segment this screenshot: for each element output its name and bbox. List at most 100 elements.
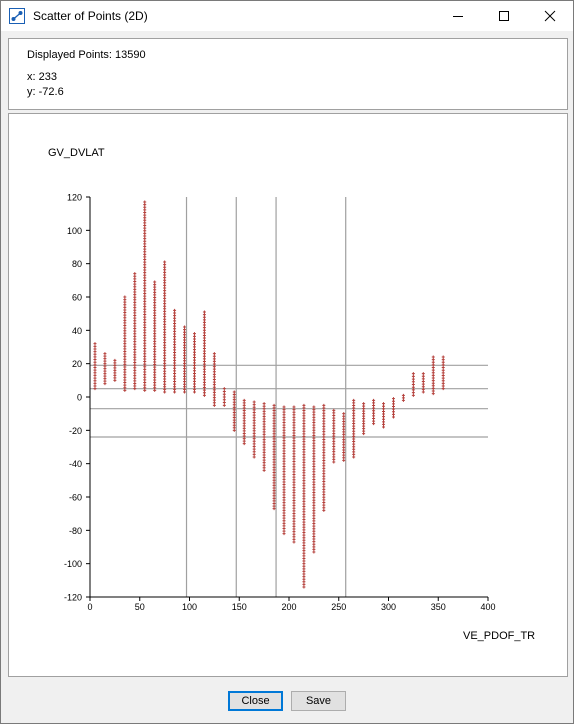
maximize-button[interactable] — [481, 1, 527, 31]
data-point — [192, 332, 196, 336]
data-point — [322, 409, 326, 413]
data-point — [252, 405, 256, 409]
data-point — [272, 409, 276, 412]
x-readout: x: 233 — [27, 71, 57, 83]
data-point — [222, 395, 226, 399]
data-point — [143, 341, 147, 345]
data-point — [382, 422, 386, 426]
data-point — [173, 350, 177, 354]
data-point — [232, 403, 236, 407]
data-point — [302, 559, 306, 563]
x-tick-label: 150 — [232, 602, 247, 612]
data-point — [153, 298, 157, 302]
data-point — [332, 439, 336, 443]
data-point — [272, 473, 276, 477]
data-point — [352, 416, 356, 420]
data-point — [302, 403, 306, 407]
data-point — [262, 425, 266, 429]
close-window-button[interactable] — [527, 1, 573, 31]
data-point — [312, 465, 316, 469]
data-point — [153, 321, 157, 325]
data-point — [163, 276, 167, 280]
data-point — [242, 416, 246, 420]
data-point — [232, 390, 236, 394]
data-point — [292, 517, 296, 521]
data-point — [232, 426, 236, 430]
data-point — [272, 416, 276, 420]
data-point — [143, 375, 147, 379]
data-point — [282, 490, 286, 494]
data-point — [411, 374, 415, 378]
data-point — [322, 435, 326, 439]
data-point — [143, 326, 147, 330]
data-point — [312, 446, 316, 450]
data-point — [302, 505, 306, 509]
data-point — [431, 392, 435, 396]
data-point — [332, 434, 336, 438]
data-point — [153, 314, 157, 318]
data-point — [133, 290, 137, 294]
data-point — [342, 419, 346, 423]
data-point — [222, 403, 226, 407]
data-point — [292, 524, 296, 528]
data-point — [202, 318, 206, 322]
minimize-button[interactable] — [435, 1, 481, 31]
data-point — [143, 221, 147, 225]
data-point — [262, 420, 266, 424]
save-button[interactable]: Save — [291, 691, 346, 711]
data-point — [292, 457, 296, 461]
data-point — [153, 326, 157, 330]
data-point — [282, 480, 286, 484]
data-point — [163, 348, 167, 352]
data-point — [113, 358, 117, 362]
data-point — [242, 411, 246, 415]
data-point — [232, 393, 236, 397]
data-point — [143, 268, 147, 272]
data-point — [352, 422, 356, 426]
data-point — [163, 356, 167, 360]
data-point — [302, 580, 306, 584]
data-point — [421, 385, 425, 389]
data-point — [143, 237, 147, 241]
data-point — [173, 372, 177, 376]
data-point — [123, 329, 127, 333]
data-point — [302, 562, 306, 566]
data-point — [163, 372, 167, 376]
data-point — [222, 398, 226, 402]
data-point — [133, 374, 137, 378]
data-point — [153, 324, 157, 328]
data-point — [282, 521, 286, 525]
data-point — [242, 434, 246, 438]
data-point — [123, 305, 127, 309]
data-point — [93, 355, 97, 359]
data-point — [123, 368, 127, 372]
data-point — [322, 416, 326, 420]
data-point — [411, 383, 415, 386]
data-point — [322, 474, 326, 478]
plot-panel[interactable]: 120 100 80 60 40 20 0 -20 -40 -60 -80 -100 -120 0 50 10… — [8, 113, 568, 677]
data-point — [272, 414, 276, 418]
data-point — [153, 303, 157, 307]
data-point — [332, 455, 336, 459]
x-tick-label: 350 — [431, 602, 446, 612]
data-point — [163, 286, 167, 290]
data-point — [153, 311, 157, 315]
data-point — [322, 487, 326, 491]
data-point — [212, 398, 216, 402]
data-point — [143, 252, 147, 256]
data-point — [352, 427, 356, 431]
data-point — [292, 418, 296, 422]
data-point — [222, 392, 226, 396]
data-point — [153, 357, 157, 361]
data-point — [302, 541, 306, 545]
data-point — [143, 367, 147, 371]
x-tick-label: 200 — [281, 602, 296, 612]
data-point — [123, 373, 127, 377]
data-point — [242, 437, 246, 441]
data-point — [212, 352, 216, 356]
close-button[interactable]: Close — [228, 691, 283, 711]
title-bar[interactable]: Scatter of Points (2D) — [1, 1, 573, 31]
data-point — [322, 472, 326, 476]
data-point — [173, 314, 177, 318]
